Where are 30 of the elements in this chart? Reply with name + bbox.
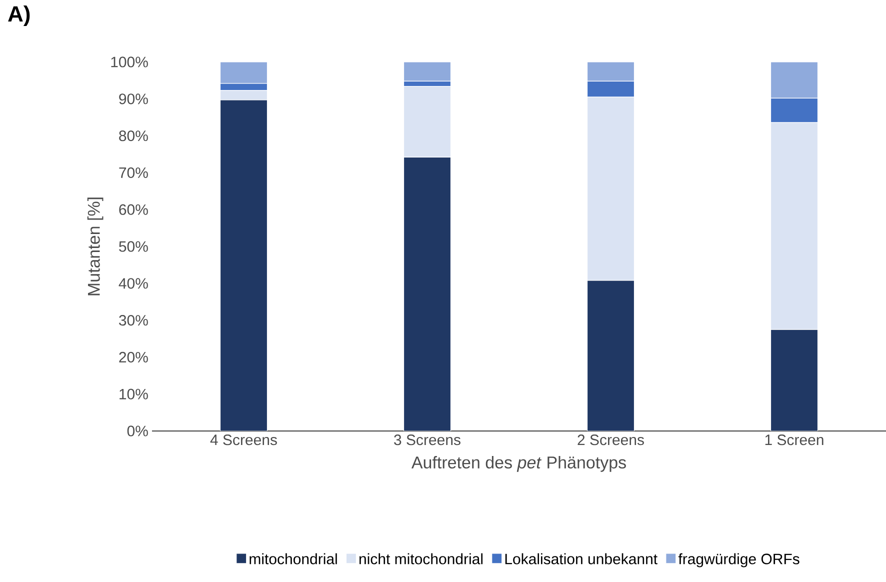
bar <box>586 280 635 431</box>
bar <box>403 62 452 82</box>
y-tick-label: 50% <box>119 241 148 252</box>
y-tick-label: 40% <box>118 278 148 289</box>
y-tick-label: 30% <box>119 314 148 326</box>
y-tick-label: 0% <box>127 426 148 436</box>
bar <box>770 62 818 98</box>
y-tick-label: 80% <box>119 130 148 142</box>
y-tick-label: 70% <box>119 167 148 178</box>
y-tick-label: 60% <box>119 204 148 215</box>
bar <box>403 156 452 431</box>
x-tick-label: 2 Screens <box>578 434 644 446</box>
chart-title: A) <box>8 6 30 26</box>
legend-label: nicht mitochondrial <box>359 553 483 564</box>
legend-label: Lokalisation unbekannt <box>505 553 658 564</box>
x-tick-label: 3 Screens <box>394 434 460 446</box>
y-tick-label: 10% <box>120 388 148 400</box>
bar <box>220 62 268 84</box>
y-tick-label: 20% <box>119 352 148 363</box>
y-axis-title: Mutanten [%] <box>87 198 104 296</box>
legend-label: mitochondrial <box>250 553 337 564</box>
bar <box>770 329 818 431</box>
x-tick-label: 4 Screens <box>210 434 277 446</box>
y-tick-label: 100% <box>111 56 148 68</box>
y-tick-label: 90% <box>119 94 148 104</box>
bar <box>586 62 635 82</box>
x-axis-title: Auftreten des pet Phänotyps <box>411 456 626 472</box>
bar <box>220 100 268 431</box>
legend-label: fragwürdige ORFs <box>678 553 800 568</box>
x-tick-label: 1 Screen <box>765 434 824 446</box>
